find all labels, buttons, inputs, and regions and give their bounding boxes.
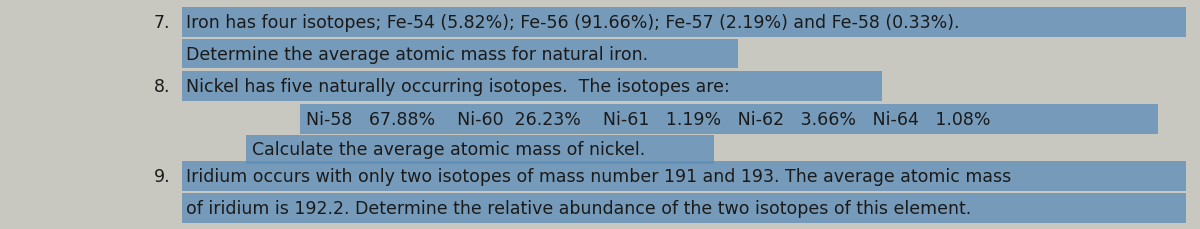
Text: 8.: 8. (154, 78, 170, 96)
Text: Iron has four isotopes; Fe-54 (5.82%); Fe-56 (91.66%); Fe-57 (2.19%) and Fe-58 (: Iron has four isotopes; Fe-54 (5.82%); F… (186, 14, 960, 32)
Text: Determine the average atomic mass for natural iron.: Determine the average atomic mass for na… (186, 45, 648, 63)
Text: Calculate the average atomic mass of nickel.: Calculate the average atomic mass of nic… (252, 141, 646, 159)
Text: Iridium occurs with only two isotopes of mass number 191 and 193. The average at: Iridium occurs with only two isotopes of… (186, 167, 1012, 185)
FancyBboxPatch shape (182, 72, 882, 102)
FancyBboxPatch shape (182, 161, 1186, 191)
Text: Nickel has five naturally occurring isotopes.  The isotopes are:: Nickel has five naturally occurring isot… (186, 78, 730, 96)
FancyBboxPatch shape (182, 193, 1186, 223)
Text: 9.: 9. (154, 167, 170, 185)
FancyBboxPatch shape (300, 104, 1158, 134)
Text: Ni-58   67.88%    Ni-60  26.23%    Ni-61   1.19%   Ni-62   3.66%   Ni-64   1.08%: Ni-58 67.88% Ni-60 26.23% Ni-61 1.19% Ni… (306, 110, 990, 128)
Text: of iridium is 192.2. Determine the relative abundance of the two isotopes of thi: of iridium is 192.2. Determine the relat… (186, 199, 971, 217)
Text: 7.: 7. (154, 14, 170, 32)
FancyBboxPatch shape (246, 135, 714, 165)
FancyBboxPatch shape (182, 8, 1186, 38)
FancyBboxPatch shape (182, 40, 738, 69)
